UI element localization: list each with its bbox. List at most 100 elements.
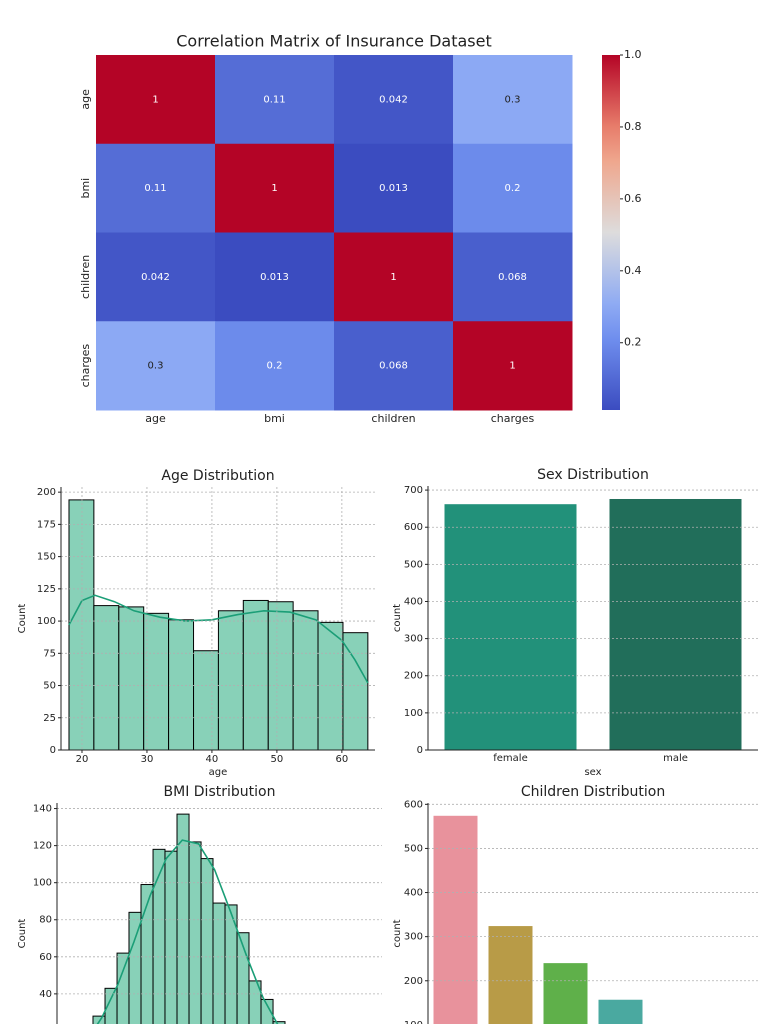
y-tick-label: 500: [404, 559, 423, 570]
y-tick-label: 125: [37, 584, 56, 595]
colorbar-tick-label: 1.0: [624, 48, 642, 61]
histogram-bar: [104, 987, 118, 1024]
cell-label: 0.2: [267, 361, 283, 372]
y-tick-label: 80: [39, 915, 52, 926]
cell-label: 0.068: [498, 272, 527, 283]
histogram-bar: [267, 601, 294, 750]
y-tick-label: 700: [404, 485, 423, 496]
chart-title: BMI Distribution: [164, 784, 276, 800]
cell-label: 0.3: [505, 94, 521, 105]
bar: [444, 504, 577, 750]
colorbar: [602, 55, 620, 410]
y-axis-label: count: [392, 604, 403, 632]
heatmap-cell: [96, 232, 216, 322]
x-tick-label: 30: [141, 754, 154, 765]
plot-area: [444, 498, 742, 750]
heatmap-cell: [215, 143, 335, 233]
bar: [433, 815, 478, 1024]
cell-label: 0.3: [148, 361, 164, 372]
bar: [609, 498, 742, 750]
cell-label: 0.013: [260, 272, 289, 283]
cell-label: 1: [390, 272, 396, 283]
y-axis-label: count: [392, 919, 403, 947]
y-tick-label: 400: [404, 888, 423, 899]
heatmap-cell: [96, 55, 216, 145]
y-tick-label: 25: [43, 713, 56, 724]
x-tick-label: female: [493, 753, 527, 764]
heatmap-cell: [453, 55, 573, 145]
y-tick-label: 500: [404, 843, 423, 854]
histogram-bar: [248, 980, 262, 1024]
histogram-bar: [93, 605, 120, 750]
y-tick-label: 40: [39, 989, 52, 1000]
heatmap-cell: [215, 232, 335, 322]
x-tick-label: charges: [491, 412, 535, 425]
cell-label: 0.042: [141, 272, 170, 283]
y-tick-label: 300: [404, 634, 423, 645]
y-tick-label: 75: [43, 648, 56, 659]
y-tick-label: 200: [37, 487, 56, 498]
y-tick-label: 200: [404, 976, 423, 987]
heatmap-cell: [96, 321, 216, 411]
plot-area: [68, 499, 369, 750]
heatmap-cell: [334, 321, 454, 411]
y-tick-label: 300: [404, 932, 423, 943]
histogram-bar: [342, 632, 369, 750]
cell-label: 1: [152, 94, 158, 105]
y-tick-label: 60: [39, 952, 52, 963]
heatmap-cell: [334, 143, 454, 233]
plot-area: [433, 815, 643, 1024]
histogram-bar: [292, 610, 319, 750]
heatmap-cell: [334, 232, 454, 322]
x-tick-label: 20: [76, 754, 89, 765]
cell-label: 0.013: [379, 183, 408, 194]
y-tick-label: bmi: [79, 178, 92, 199]
y-tick-label: 600: [404, 799, 423, 810]
histogram-bar: [118, 606, 145, 750]
x-tick-label: 40: [206, 754, 219, 765]
y-tick-label: 100: [404, 708, 423, 719]
histogram-bar: [92, 1015, 106, 1024]
heatmap-cell: [215, 321, 335, 411]
cell-label: 0.11: [144, 183, 166, 194]
histogram-bar: [200, 858, 214, 1024]
y-tick-label: 0: [50, 745, 56, 756]
colorbar-tick-label: 0.2: [624, 336, 642, 349]
histogram-bar: [143, 612, 170, 750]
y-axis-label: Count: [17, 604, 28, 634]
chart-title: Age Distribution: [161, 468, 274, 484]
heatmap-cell: [96, 143, 216, 233]
y-tick-label: 100: [404, 1020, 423, 1024]
y-tick-label: 400: [404, 596, 423, 607]
y-tick-label: 0: [417, 745, 423, 756]
y-tick-label: 150: [37, 552, 56, 563]
histogram-bar: [217, 610, 244, 750]
bar: [598, 999, 643, 1024]
chart-title: Correlation Matrix of Insurance Dataset: [176, 32, 492, 51]
histogram-bar: [116, 952, 130, 1024]
kde-line: [96, 839, 279, 1024]
chart-title: Children Distribution: [521, 784, 665, 800]
y-tick-label: children: [79, 255, 92, 299]
histogram-bar: [272, 1021, 286, 1024]
y-tick-label: 50: [43, 681, 56, 692]
histogram-bar: [193, 650, 219, 750]
cell-label: 0.068: [379, 361, 408, 372]
colorbar-tick-label: 0.4: [624, 264, 642, 277]
chart-title: Sex Distribution: [537, 467, 649, 483]
cell-label: 1: [509, 361, 515, 372]
y-tick-label: 100: [37, 616, 56, 627]
histogram-bar: [188, 841, 202, 1024]
histogram-bar: [242, 599, 269, 750]
x-tick-label: male: [663, 753, 688, 764]
colorbar-tick-label: 0.6: [624, 192, 642, 205]
y-tick-label: 140: [33, 804, 52, 815]
y-tick-label: 200: [404, 671, 423, 682]
cell-label: 1: [271, 183, 277, 194]
heatmap-cell: [453, 321, 573, 411]
heatmap-cell: [215, 55, 335, 145]
x-axis-label: age: [209, 767, 228, 778]
heatmap-cell: [453, 232, 573, 322]
y-tick-label: 120: [33, 841, 52, 852]
